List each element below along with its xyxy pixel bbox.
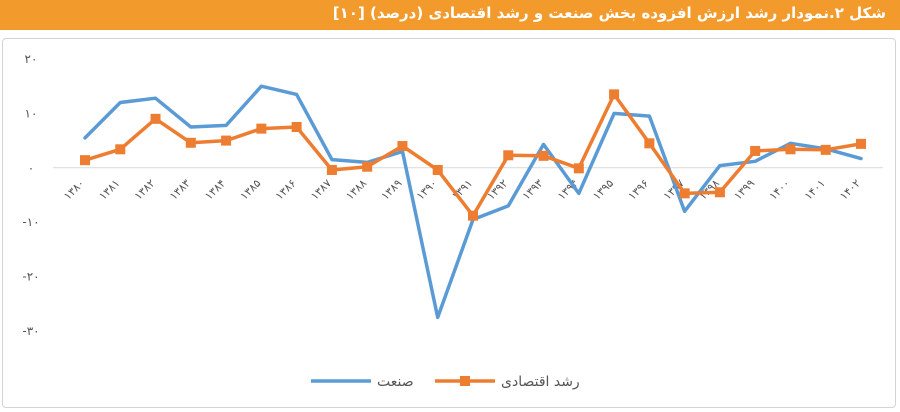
series-marker-1 <box>714 187 725 198</box>
series-layer <box>80 84 866 320</box>
legend-label-industry: صنعت <box>377 374 414 390</box>
series-marker-1 <box>750 145 761 156</box>
series-marker-1 <box>150 113 161 124</box>
series-marker-1 <box>468 210 478 221</box>
series-marker-1 <box>573 163 584 174</box>
x-tick-label: ۱۳۸۸ <box>343 177 369 203</box>
x-tick-label: ۱۳۸۵ <box>238 177 264 203</box>
axis-layer: ۲۰ ۱۰ ۰ -۱۰ -۲۰ -۳۰ ۱۳۸۰ ۱۳۸۱ ۱۳۸۲ ۱۳۸۳ ۱۳۸۴ ۱۳۸۵ ۱۳… <box>22 52 883 338</box>
x-tick-label: ۱۳۹۶ <box>626 177 652 203</box>
series-marker-1 <box>503 150 514 161</box>
x-tick-label: ۱۳۹۰ <box>414 177 440 203</box>
series-marker-1 <box>115 144 126 155</box>
x-tick-label: ۱۳۸۰ <box>61 177 87 203</box>
series-line-0 <box>83 84 863 320</box>
series-marker-1 <box>291 122 302 132</box>
x-tick-label: ۱۴۰۰ <box>767 177 793 203</box>
y-tick-label: ۲۰ <box>25 52 38 66</box>
series-marker-1 <box>679 188 690 199</box>
series-marker-1 <box>185 137 196 148</box>
chart-title: شکل ۲.نمودار رشد ارزش افزوده بخش صنعت و … <box>332 4 886 22</box>
x-tick-label: ۱۳۸۷ <box>308 177 334 203</box>
y-tick-label: -۱۰ <box>22 215 39 229</box>
x-tick-label: ۱۳۸۶ <box>273 177 299 203</box>
series-marker-1 <box>856 138 866 149</box>
series-marker-1 <box>256 123 267 134</box>
legend-label-growth: رشد اقتصادی <box>501 374 580 390</box>
x-tick-label: ۱۳۸۹ <box>379 177 405 203</box>
x-tick-label: ۱۳۹۵ <box>590 177 616 203</box>
series-marker-1 <box>644 138 655 149</box>
x-tick-label: ۱۴۰۱ <box>802 177 828 203</box>
series-marker-1 <box>362 161 373 172</box>
legend-marker-growth <box>460 376 470 386</box>
y-tick-label: -۳۰ <box>22 324 39 338</box>
x-tick-label: ۱۳۸۴ <box>202 177 228 203</box>
x-tick-label: ۱۳۹۹ <box>731 177 757 203</box>
series-marker-1 <box>785 144 796 155</box>
y-tick-label: ۰ <box>28 161 34 175</box>
y-tick-label: ۱۰ <box>25 106 38 120</box>
chart-title-bar: شکل ۲.نمودار رشد ارزش افزوده بخش صنعت و … <box>0 0 900 30</box>
x-tick-label: ۱۳۸۳ <box>167 177 193 203</box>
series-marker-1 <box>326 164 337 175</box>
series-marker-1 <box>80 155 90 166</box>
series-marker-1 <box>432 164 443 175</box>
series-marker-1 <box>538 150 549 161</box>
series-marker-1 <box>609 89 620 100</box>
series-marker-1 <box>221 135 232 146</box>
legend: صنعت رشد اقتصادی <box>311 374 580 390</box>
series-marker-1 <box>820 144 831 155</box>
y-tick-label: -۲۰ <box>22 270 39 284</box>
x-tick-label: ۱۴۰۲ <box>837 177 863 203</box>
series-marker-1 <box>397 141 408 152</box>
chart-frame: ۲۰ ۱۰ ۰ -۱۰ -۲۰ -۳۰ ۱۳۸۰ ۱۳۸۱ ۱۳۸۲ ۱۳۸۳ ۱۳۸۴ ۱۳۸۵ ۱۳… <box>2 38 896 408</box>
x-tick-label: ۱۳۸۱ <box>96 177 122 203</box>
x-tick-label: ۱۳۸۲ <box>132 177 158 203</box>
line-chart: ۲۰ ۱۰ ۰ -۱۰ -۲۰ -۳۰ ۱۳۸۰ ۱۳۸۱ ۱۳۸۲ ۱۳۸۳ ۱۳۸۴ ۱۳۸۵ ۱۳… <box>22 52 883 390</box>
